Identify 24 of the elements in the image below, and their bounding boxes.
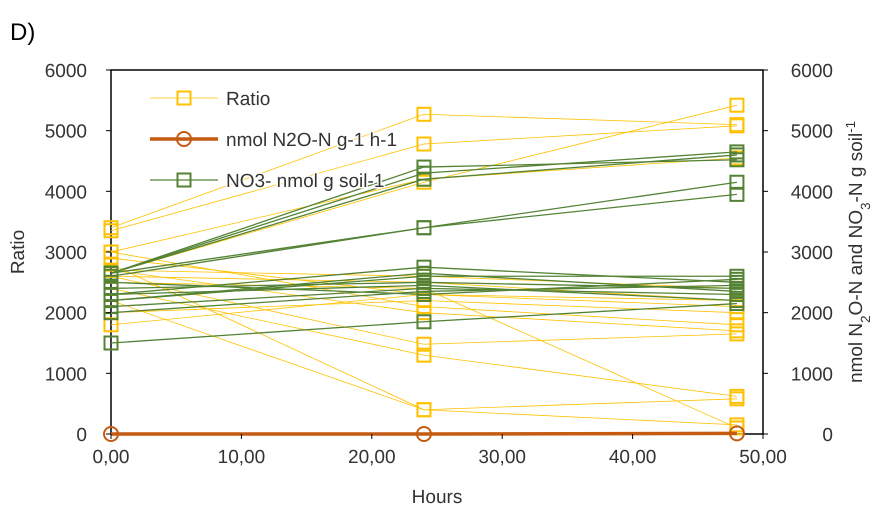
y-axis-title: Ratio [8, 230, 29, 274]
x-tick-label: 40,00 [608, 447, 656, 468]
x-axis-title: Hours [412, 487, 462, 508]
y-tick-label: 6000 [44, 61, 87, 82]
y-tick-label: 5000 [44, 122, 87, 143]
legend-label: Ratio [226, 89, 270, 110]
y-tick-label: 4000 [44, 182, 87, 204]
y-tick-label: 1000 [44, 364, 87, 386]
y2-tick-label: 2000 [790, 304, 833, 325]
y2-tick-label: 3000 [790, 243, 833, 264]
y2-tick-label: 1000 [790, 364, 833, 386]
x-tick-label: 0,00 [92, 447, 130, 468]
y2-tick-label: 6000 [790, 61, 833, 82]
x-tick-label: 50,00 [739, 447, 787, 468]
y-tick-label: 0 [76, 425, 87, 446]
chart-title: D) [10, 19, 36, 46]
x-tick-label: 10,00 [218, 447, 266, 468]
y-tick-label: 2000 [44, 304, 87, 325]
x-tick-label: 30,00 [478, 447, 526, 468]
y2-tick-label: 5000 [790, 122, 833, 143]
y2-tick-label: 4000 [790, 182, 833, 204]
x-tick-label: 20,00 [348, 447, 396, 468]
y2-tick-label: 0 [822, 425, 833, 446]
y-tick-label: 3000 [44, 243, 87, 264]
